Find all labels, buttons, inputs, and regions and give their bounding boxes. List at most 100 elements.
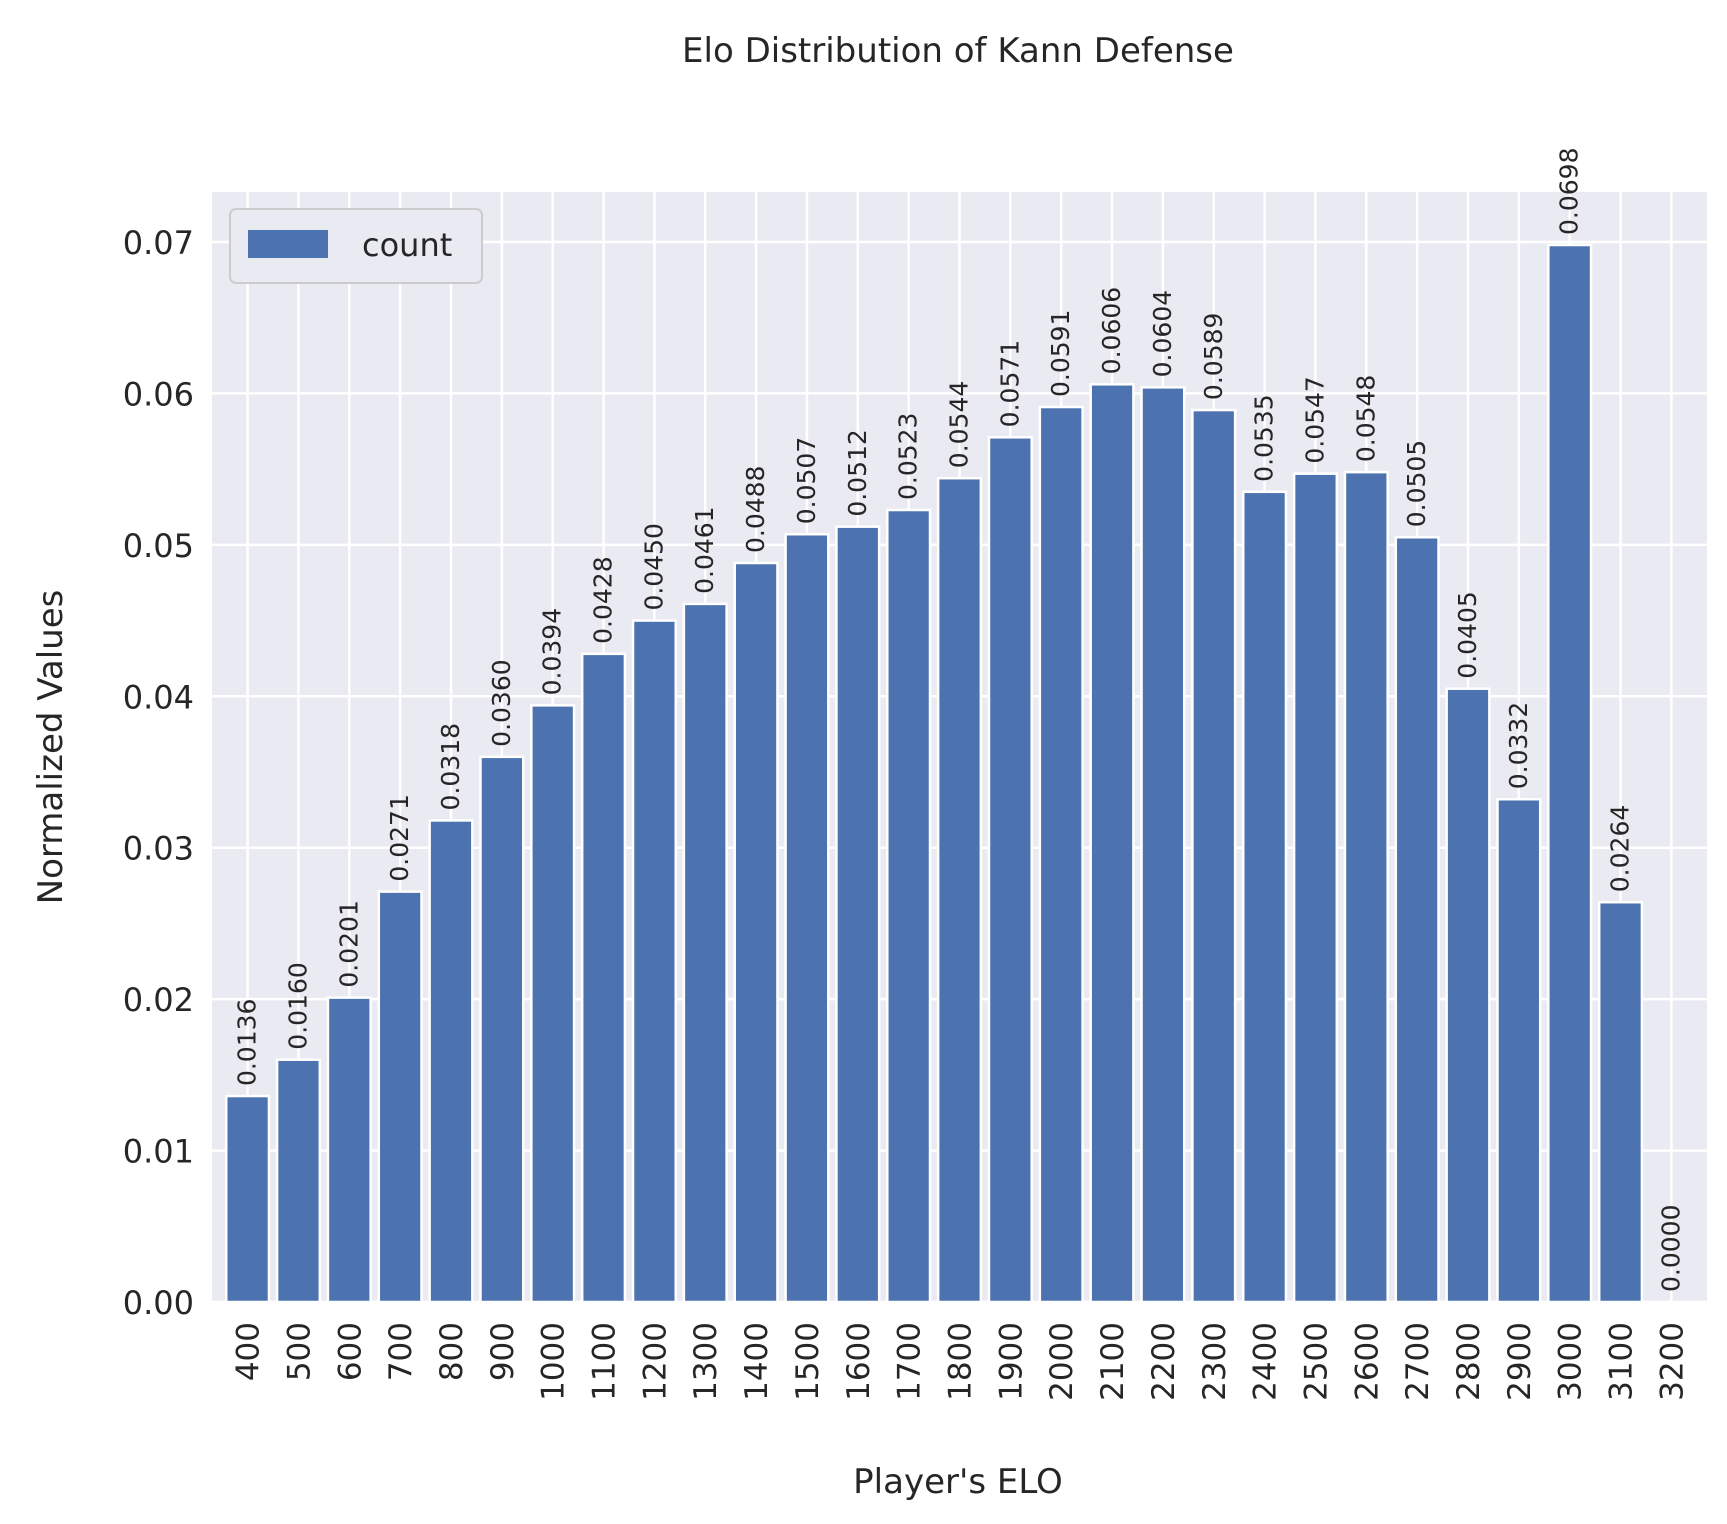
x-tick-label: 1000 [536, 1322, 572, 1401]
bar [1597, 900, 1644, 1304]
x-tick-label: 1200 [637, 1322, 673, 1401]
bar [631, 619, 678, 1304]
bar-value-label: 0.0505 [1402, 440, 1431, 527]
x-tick-label: 2500 [1298, 1322, 1334, 1401]
bar [580, 652, 627, 1304]
bar [224, 1094, 271, 1304]
bar [936, 476, 983, 1304]
x-tick-label: 2800 [1451, 1322, 1487, 1401]
x-tick-label: 1500 [790, 1322, 826, 1401]
x-axis-ticks: 400 500 600 700 800 900 1000 1100 1200 1300 1400 15… [231, 1322, 1691, 1401]
bar [428, 819, 474, 1304]
bar-value-label: 0.0332 [1504, 702, 1533, 789]
y-axis-label: Normalized Values [31, 590, 71, 905]
bar [1394, 536, 1440, 1304]
legend-swatch [248, 230, 328, 258]
bar-value-label: 0.0405 [1453, 591, 1482, 678]
bar-value-label: 0.0450 [639, 523, 668, 610]
x-tick-label: 2900 [1502, 1322, 1538, 1401]
bar-value-label: 0.0591 [1046, 310, 1075, 397]
bar-value-label: 0.0318 [436, 723, 465, 810]
bar [1445, 687, 1491, 1304]
bar [886, 508, 932, 1304]
x-tick-label: 800 [434, 1322, 470, 1381]
bar [1343, 470, 1389, 1304]
x-tick-label: 600 [332, 1322, 368, 1381]
bar-value-label: 0.0160 [283, 962, 312, 1049]
bar [1089, 383, 1135, 1304]
bar-value-label: 0.0136 [233, 999, 262, 1086]
x-tick-label: 2000 [1044, 1322, 1080, 1401]
x-tick-label: 1400 [739, 1322, 775, 1401]
bar-value-label: 0.0360 [487, 659, 516, 746]
bar [530, 704, 576, 1304]
x-tick-label: 700 [383, 1322, 419, 1381]
x-tick-label: 3100 [1604, 1322, 1640, 1401]
x-tick-label: 2200 [1146, 1322, 1182, 1401]
bar-value-label: 0.0271 [385, 794, 414, 881]
bar-value-label: 0.0488 [741, 466, 770, 553]
bar-value-label: 0.0698 [1555, 148, 1584, 235]
x-tick-label: 2600 [1349, 1322, 1385, 1401]
x-tick-label: 2400 [1248, 1322, 1284, 1401]
chart-title: Elo Distribution of Kann Defense [682, 31, 1234, 71]
bar-value-label: 0.0000 [1656, 1205, 1685, 1292]
y-tick-label: 0.00 [123, 1284, 194, 1322]
bar-value-labels: 0.0136 0.0160 0.0201 0.0271 0.0318 0.0360 0.03… [233, 148, 1686, 1292]
bar-value-label: 0.0535 [1250, 394, 1279, 481]
bar [1241, 490, 1288, 1304]
bar-value-label: 0.0512 [843, 429, 872, 516]
bar-value-label: 0.0571 [995, 340, 1024, 427]
x-tick-label: 3200 [1654, 1322, 1690, 1401]
y-tick-label: 0.01 [123, 1133, 194, 1171]
legend: count [229, 208, 483, 284]
y-tick-label: 0.04 [123, 678, 194, 716]
bar [377, 890, 423, 1304]
bar [987, 436, 1033, 1304]
bar [1140, 386, 1186, 1304]
x-axis-label: Player's ELO [853, 1462, 1063, 1502]
bar [835, 525, 881, 1304]
legend-label: count [362, 226, 452, 264]
bar-value-label: 0.0264 [1606, 805, 1635, 892]
x-tick-label: 900 [485, 1322, 521, 1381]
y-tick-label: 0.05 [123, 527, 194, 565]
x-tick-label: 1800 [943, 1322, 979, 1401]
bar-value-label: 0.0394 [538, 608, 567, 695]
bars [224, 243, 1644, 1304]
bar-value-label: 0.0523 [894, 413, 923, 500]
bar-value-label: 0.0606 [1097, 287, 1126, 374]
legend-box [229, 208, 483, 284]
bar [326, 996, 372, 1304]
bar [479, 755, 525, 1304]
x-tick-label: 3000 [1553, 1322, 1589, 1401]
bar-value-label: 0.0201 [334, 900, 363, 987]
bar-value-label: 0.0589 [1199, 313, 1228, 400]
y-tick-label: 0.06 [123, 375, 194, 413]
bar-value-label: 0.0548 [1351, 375, 1380, 462]
x-tick-label: 1600 [841, 1322, 877, 1401]
x-tick-label: 500 [281, 1322, 317, 1381]
y-tick-label: 0.07 [123, 224, 194, 262]
x-tick-label: 400 [231, 1322, 267, 1381]
bar [733, 561, 779, 1304]
bar-value-label: 0.0428 [589, 556, 618, 643]
bar-value-label: 0.0507 [792, 437, 821, 524]
bar [1496, 797, 1542, 1304]
x-tick-label: 1900 [993, 1322, 1029, 1401]
bar-value-label: 0.0544 [945, 381, 974, 468]
bar [1191, 408, 1237, 1304]
bar [784, 532, 830, 1304]
x-tick-label: 2700 [1400, 1322, 1436, 1401]
bar [1547, 243, 1593, 1304]
x-tick-label: 2300 [1197, 1322, 1233, 1401]
bar [275, 1058, 322, 1304]
bar [1038, 405, 1084, 1304]
bar-value-label: 0.0604 [1148, 290, 1177, 377]
y-tick-label: 0.02 [123, 981, 194, 1019]
x-tick-label: 1300 [688, 1322, 724, 1401]
x-tick-label: 1700 [892, 1322, 928, 1401]
bar [1292, 472, 1339, 1304]
